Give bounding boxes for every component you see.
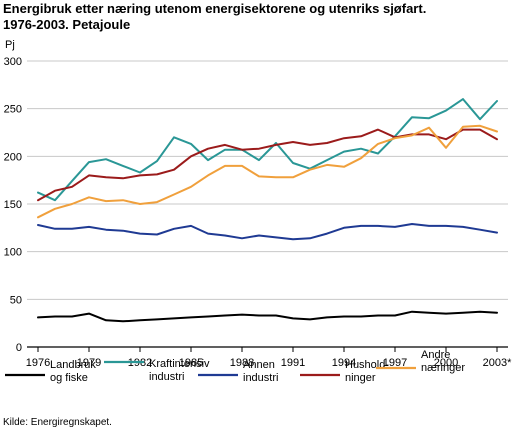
x-tick-label: 1988: [230, 357, 254, 369]
x-tick-label: 1979: [77, 357, 101, 369]
x-tick-label: 1991: [281, 357, 305, 369]
legend-label: Landbruk: [50, 359, 96, 371]
source-note: Kilde: Energiregnskapet.: [3, 417, 112, 428]
legend-label: Kraftintensiv: [149, 358, 210, 370]
legend-label: industri: [149, 371, 184, 383]
x-tick-label: 1994: [332, 357, 356, 369]
x-tick-label: 1985: [179, 357, 203, 369]
series-line-2: [37, 98, 498, 202]
legend-label: ninger: [345, 372, 376, 384]
chart-title-line-1: Energibruk etter næring utenom energisek…: [3, 1, 427, 16]
y-tick-label: 100: [4, 247, 22, 259]
series-line-3: [37, 223, 498, 241]
chart-title-line-2: 1976-2003. Petajoule: [3, 17, 131, 32]
y-tick-label: 200: [4, 151, 22, 163]
y-tick-label: 150: [4, 199, 22, 211]
legend-label: næringer: [421, 362, 465, 374]
x-tick-label: 2000: [434, 357, 458, 369]
series-line-4: [37, 128, 498, 202]
x-tick-label: 1976: [26, 357, 50, 369]
y-tick-label: 50: [10, 294, 22, 306]
series-line-5: [37, 124, 498, 219]
x-tick-label: 2003*: [483, 357, 512, 369]
legend-label: Hushold-: [345, 359, 389, 371]
legend-label: industri: [243, 372, 278, 384]
y-axis-label: Pj: [5, 39, 15, 51]
y-tick-label: 250: [4, 104, 22, 116]
chart-title: Energibruk etter næring utenom energisek…: [3, 1, 508, 33]
y-tick-label: 300: [4, 56, 22, 68]
legend-label: og fiske: [50, 372, 88, 384]
legend-label: Andre: [421, 349, 450, 361]
x-tick-label: 1997: [383, 357, 407, 369]
legend-label: Annen: [243, 359, 275, 371]
series-line-1: [37, 310, 498, 323]
y-tick-label: 0: [16, 342, 22, 354]
